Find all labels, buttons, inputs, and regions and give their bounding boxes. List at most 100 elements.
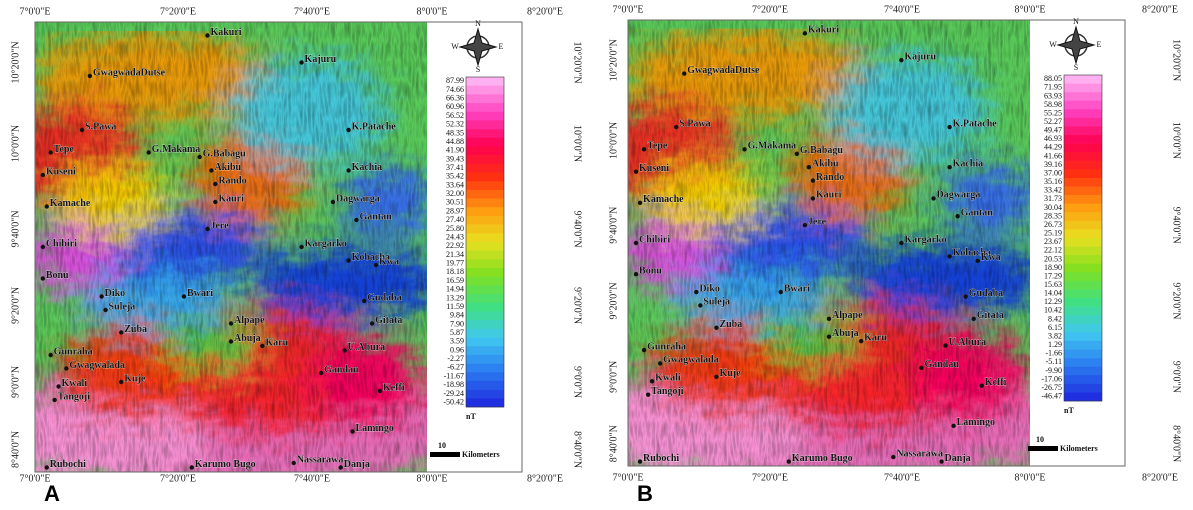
town-marker <box>40 244 46 250</box>
town-label: Bwari <box>784 283 810 294</box>
town-label: G.Makama <box>152 144 201 155</box>
town-label: Diko <box>105 288 126 299</box>
legend-value: -50.42 <box>443 397 464 406</box>
legend-swatch <box>1064 340 1102 350</box>
right-axis-label: 10°20'0"N <box>1171 39 1182 81</box>
town-marker <box>971 316 976 322</box>
bottom-axis-label: 8°0'0"E <box>1015 472 1046 483</box>
town-marker <box>44 465 49 470</box>
legend-swatch <box>466 215 504 225</box>
town-label: Kargarko <box>904 234 946 245</box>
legend-swatch <box>466 259 504 269</box>
legend-value: 74.66 <box>446 85 464 94</box>
town-marker <box>350 429 355 434</box>
town-marker <box>318 370 324 376</box>
town-label: Akibu <box>812 158 839 169</box>
town-marker <box>213 181 218 187</box>
legend-value: -26.75 <box>1041 383 1062 392</box>
top-axis-label: 7°0'0"E <box>20 6 51 17</box>
legend-value: 37.00 <box>1044 168 1062 177</box>
town-label: Chibiri <box>639 234 670 245</box>
panel-label: B <box>637 481 653 506</box>
right-axis-label: 9°20'0"N <box>572 287 583 324</box>
legend-swatch <box>466 294 504 304</box>
legend-value: 37.41 <box>446 163 464 172</box>
town-label: G.Makama <box>748 141 797 152</box>
legend-value: 5.87 <box>450 328 464 337</box>
legend-frame <box>1063 74 1103 402</box>
town-label: Kauri <box>218 193 244 204</box>
town-marker <box>786 459 791 464</box>
right-axis-label: 9°20'0"N <box>1171 282 1182 319</box>
town-label: Kajuru <box>904 51 936 62</box>
town-marker <box>40 172 46 178</box>
legend-value: 7.90 <box>450 319 464 328</box>
map-panel: Kakuri Kajuru GwagwadaDutse S.Pawa K.Patache… <box>10 6 583 506</box>
left-axis-label: 10°0'0"N <box>608 122 619 159</box>
town-label: Tepe <box>647 141 668 152</box>
town-marker <box>299 244 304 250</box>
town-label: Diko <box>699 283 720 294</box>
town-label: Gantan <box>961 208 994 219</box>
anomaly-map <box>35 22 427 472</box>
legend-swatch <box>1064 349 1102 359</box>
right-axis-label: 9°0'0"N <box>572 366 583 398</box>
legend-swatch <box>466 268 504 278</box>
town-label: Gwagwalada <box>663 355 719 366</box>
legend-swatch <box>1064 75 1102 84</box>
town-marker <box>806 164 812 170</box>
town-label: Tepe <box>54 144 75 155</box>
legend-swatch <box>1064 280 1102 290</box>
legend-swatch <box>466 233 504 243</box>
town-label: Alpape <box>234 315 265 326</box>
bottom-axis-label: 7°40'0"E <box>884 472 920 483</box>
right-axis-label: 10°0'0"N <box>572 125 583 162</box>
town-marker <box>346 168 351 173</box>
town-marker <box>891 454 896 460</box>
scale-unit: Kilometers <box>462 450 500 459</box>
legend-value: -1.66 <box>1045 349 1062 358</box>
legend-swatch <box>1064 169 1102 179</box>
town-label: Rubochi <box>50 459 86 470</box>
legend-swatch <box>1064 126 1102 136</box>
legend-value: 48.35 <box>446 128 464 137</box>
town-label: S.Pawa <box>679 118 710 129</box>
legend-value: -18.98 <box>443 380 464 389</box>
legend-value: -5.11 <box>1046 357 1062 366</box>
legend-value: 25.80 <box>446 224 464 233</box>
top-axis-label: 7°40'0"E <box>884 4 920 15</box>
legend-swatch <box>466 111 504 121</box>
town-label: GwagwadaDutse <box>687 65 760 76</box>
bottom-axis-label: 8°20'0"E <box>1142 472 1178 483</box>
legend-swatch <box>1064 238 1102 247</box>
town-marker <box>714 325 719 330</box>
legend-swatch <box>1064 375 1102 385</box>
town-marker <box>778 289 783 295</box>
right-axis-label: 8°40'0"N <box>1171 425 1182 462</box>
right-axis-label: 8°40'0"N <box>572 431 583 468</box>
town-label: Keffi <box>383 382 405 393</box>
legend-swatch <box>1064 255 1102 265</box>
town-marker <box>963 294 968 299</box>
compass-star <box>1056 25 1096 65</box>
town-marker <box>899 57 904 63</box>
town-label: Zuba <box>124 324 147 335</box>
legend-value: 49.47 <box>1044 126 1062 135</box>
legend-value: 9.84 <box>450 311 464 320</box>
town-label: Karu <box>864 332 887 343</box>
town-label: Kwali <box>655 373 681 384</box>
bottom-axis-label: 7°0'0"E <box>20 473 51 484</box>
legend-swatch <box>466 85 504 95</box>
town-marker <box>899 240 904 246</box>
legend-value: 26.73 <box>1044 220 1062 229</box>
town-marker <box>826 334 832 339</box>
legend-value: 30.04 <box>1044 203 1062 212</box>
town-label: Kargarko <box>305 238 347 249</box>
legend-value: 28.35 <box>1044 211 1062 220</box>
legend-swatch <box>466 372 504 382</box>
legend-value: 56.52 <box>446 111 464 120</box>
legend-value: 63.93 <box>1044 91 1062 100</box>
top-axis-label: 8°20'0"E <box>1142 4 1178 15</box>
town-label: U.Abura <box>348 342 386 353</box>
town-label: K.Patache <box>953 118 998 129</box>
